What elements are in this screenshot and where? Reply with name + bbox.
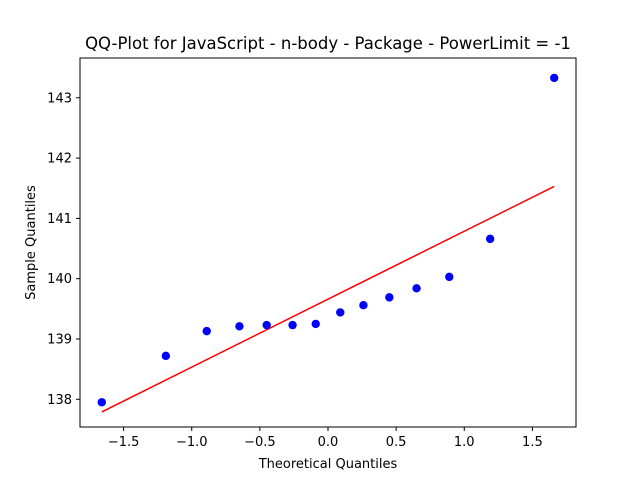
y-axis-label: Sample Quantiles xyxy=(24,185,39,300)
x-tick-label: −1.0 xyxy=(176,435,208,450)
data-point xyxy=(385,293,394,302)
y-tick-label: 140 xyxy=(47,272,72,287)
data-point xyxy=(262,320,271,330)
x-axis-label: Theoretical Quantiles xyxy=(258,457,398,472)
reference-line xyxy=(101,185,555,413)
data-point xyxy=(311,319,320,329)
x-axis: −1.5 −1.0 −0.5 0.0 0.5 1.0 1.5 xyxy=(108,427,543,450)
data-point xyxy=(485,234,495,244)
y-tick-label: 142 xyxy=(47,152,72,167)
y-tick-label: 141 xyxy=(47,212,72,227)
y-axis: 138 139 140 141 142 143 xyxy=(47,91,80,408)
x-tick-label: 1.5 xyxy=(522,435,543,450)
data-point xyxy=(161,351,171,361)
data-point xyxy=(412,284,421,293)
x-tick-label: −0.5 xyxy=(244,435,276,450)
data-point xyxy=(359,301,368,310)
data-point xyxy=(336,308,345,317)
data-point xyxy=(445,272,454,282)
x-tick-label: 1.0 xyxy=(454,435,475,450)
x-tick-label: 0.0 xyxy=(318,435,339,450)
data-point xyxy=(550,73,559,83)
chart-title: QQ-Plot for JavaScript - n-body - Packag… xyxy=(85,34,571,53)
data-point xyxy=(202,326,211,336)
y-tick-label: 143 xyxy=(47,91,72,106)
data-point xyxy=(235,322,244,331)
y-tick-label: 138 xyxy=(47,393,72,408)
data-point xyxy=(97,398,107,407)
data-point xyxy=(288,320,297,330)
y-tick-label: 139 xyxy=(47,332,72,347)
x-tick-label: 0.5 xyxy=(386,435,407,450)
plot-area xyxy=(97,73,559,413)
x-tick-label: −1.5 xyxy=(108,435,140,450)
